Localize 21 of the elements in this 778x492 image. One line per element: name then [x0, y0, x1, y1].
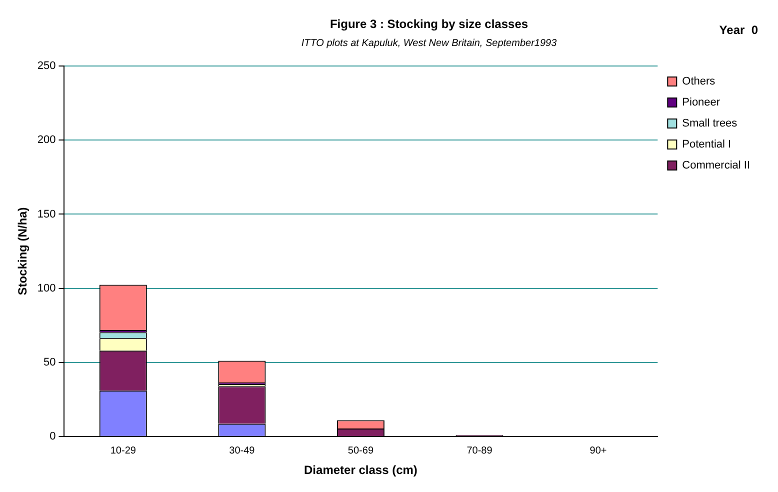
x-tick-label: 30-49 [229, 445, 256, 456]
x-tick-label: 70-89 [466, 445, 493, 456]
x-tick-label: 50-69 [348, 445, 374, 456]
y-tick-label: 250 [37, 60, 56, 72]
y-tick-label: 200 [37, 134, 56, 146]
x-tick-label: 90+ [590, 445, 607, 456]
legend-label: Pioneer [682, 96, 720, 109]
x-tick-label: 10-29 [110, 445, 136, 456]
y-tick-label: 150 [37, 208, 56, 220]
legend-label: Others [682, 76, 716, 88]
y-tick-label: 50 [44, 356, 56, 369]
y-tick-label: 0 [50, 430, 56, 443]
y-axis-title: Stocking (N/ha) [16, 207, 30, 296]
text: Year 0 [719, 23, 758, 37]
chart-title: Figure 3 : Stocking by size classes [330, 17, 528, 31]
legend-label: Commercial II [682, 160, 750, 172]
legend-label: Small trees [682, 118, 738, 130]
x-axis-title: Diameter class (cm) [304, 463, 418, 478]
chart-subtitle: ITTO plots at Kapuluk, West New Britain, September1993 [301, 38, 558, 49]
legend-label: Potential I [682, 138, 732, 151]
y-tick-label: 100 [37, 282, 56, 294]
